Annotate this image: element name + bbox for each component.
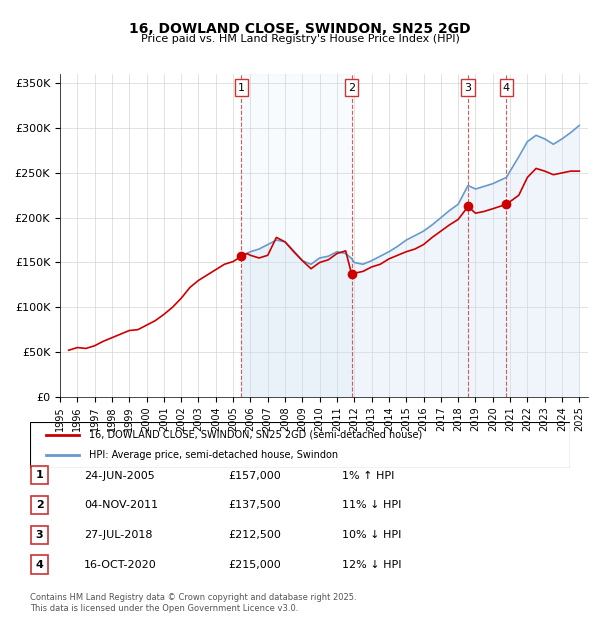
Text: Price paid vs. HM Land Registry's House Price Index (HPI): Price paid vs. HM Land Registry's House …	[140, 34, 460, 44]
Text: 24-JUN-2005: 24-JUN-2005	[84, 471, 155, 480]
Text: £157,000: £157,000	[228, 471, 281, 480]
Text: HPI: Average price, semi-detached house, Swindon: HPI: Average price, semi-detached house,…	[89, 450, 338, 460]
Bar	[241, 74, 352, 397]
Text: 16, DOWLAND CLOSE, SWINDON, SN25 2GD: 16, DOWLAND CLOSE, SWINDON, SN25 2GD	[129, 22, 471, 36]
Text: 1% ↑ HPI: 1% ↑ HPI	[342, 471, 394, 480]
Text: 11% ↓ HPI: 11% ↓ HPI	[342, 500, 401, 510]
Text: £215,000: £215,000	[228, 560, 281, 570]
Text: 4: 4	[35, 559, 44, 570]
Text: 1: 1	[36, 470, 43, 480]
Text: 12% ↓ HPI: 12% ↓ HPI	[342, 560, 401, 570]
Text: 1: 1	[238, 83, 245, 93]
Text: 3: 3	[464, 83, 472, 93]
Text: 27-JUL-2018: 27-JUL-2018	[84, 530, 152, 540]
Text: £137,500: £137,500	[228, 500, 281, 510]
Text: 3: 3	[36, 529, 43, 540]
Text: 16, DOWLAND CLOSE, SWINDON, SN25 2GD (semi-detached house): 16, DOWLAND CLOSE, SWINDON, SN25 2GD (se…	[89, 430, 422, 440]
Text: 10% ↓ HPI: 10% ↓ HPI	[342, 530, 401, 540]
Text: 4: 4	[503, 83, 510, 93]
Text: Contains HM Land Registry data © Crown copyright and database right 2025.
This d: Contains HM Land Registry data © Crown c…	[30, 593, 356, 613]
Text: 2: 2	[36, 500, 43, 510]
Text: 04-NOV-2011: 04-NOV-2011	[84, 500, 158, 510]
Text: £212,500: £212,500	[228, 530, 281, 540]
Text: 16-OCT-2020: 16-OCT-2020	[84, 560, 157, 570]
Text: 2: 2	[348, 83, 355, 93]
